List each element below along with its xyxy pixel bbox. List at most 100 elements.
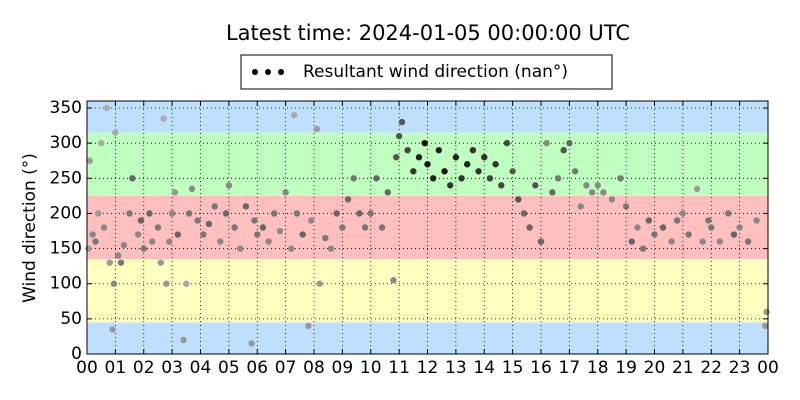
data-point: [705, 217, 712, 224]
data-point: [129, 175, 136, 182]
data-point: [299, 231, 306, 238]
data-point: [180, 336, 187, 344]
data-point: [276, 227, 284, 235]
y-tick-label: 50: [60, 309, 82, 329]
data-point: [475, 168, 482, 175]
data-point: [120, 241, 128, 249]
data-point: [92, 238, 99, 245]
data-point: [231, 224, 238, 231]
x-tick-label: 14: [473, 358, 495, 378]
data-point: [685, 231, 692, 238]
data-point: [608, 196, 616, 203]
data-point: [763, 308, 770, 316]
data-point: [398, 118, 406, 126]
data-point: [134, 231, 142, 238]
data-point: [95, 210, 102, 217]
x-tick-label: 09: [332, 358, 354, 378]
data-point: [532, 182, 539, 189]
x-tick-label: 22: [700, 358, 722, 378]
data-point: [441, 168, 448, 175]
data-point: [498, 182, 505, 189]
data-point: [526, 224, 533, 231]
y-tick-label: 150: [50, 239, 82, 259]
data-point: [367, 210, 374, 217]
x-tick-label: 01: [105, 358, 127, 378]
data-point: [350, 175, 357, 182]
legend-marker: [252, 69, 284, 75]
data-point: [327, 245, 335, 252]
data-point: [390, 277, 397, 284]
data-point: [725, 210, 732, 217]
legend-label: Resultant wind direction (nan°): [303, 62, 568, 82]
x-tick-label: 23: [729, 358, 751, 378]
data-point: [716, 238, 723, 245]
data-point: [378, 224, 386, 231]
data-point: [537, 238, 545, 245]
data-point: [458, 175, 465, 182]
data-point: [577, 203, 584, 210]
data-point: [515, 196, 522, 203]
data-point: [290, 111, 298, 119]
data-point: [97, 139, 105, 147]
data-point: [645, 217, 653, 224]
data-point: [639, 245, 647, 252]
y-tick-label: 300: [50, 133, 82, 153]
x-tick-label: 05: [218, 358, 240, 378]
data-point: [429, 175, 437, 182]
data-point: [708, 224, 715, 231]
data-point: [622, 203, 630, 210]
data-point: [509, 168, 516, 175]
data-point: [424, 161, 431, 168]
data-point: [307, 217, 315, 224]
data-point: [183, 280, 190, 287]
data-point: [393, 154, 400, 161]
data-point: [103, 104, 111, 112]
x-tick-label: 10: [360, 358, 382, 378]
data-point: [117, 259, 125, 266]
data-point: [137, 217, 145, 224]
data-point: [200, 231, 207, 238]
data-point: [543, 139, 550, 147]
x-tick-label: 00: [757, 358, 779, 378]
legend-box: [240, 54, 613, 90]
data-point: [168, 210, 176, 217]
x-tick-label: 11: [388, 358, 410, 378]
x-tick-label: 13: [445, 358, 467, 378]
y-tick-label: 250: [50, 168, 82, 188]
data-point: [109, 326, 116, 333]
data-point: [452, 154, 460, 161]
y-tick-label: 350: [50, 98, 82, 118]
data-point: [520, 210, 528, 217]
data-point: [194, 217, 201, 224]
data-point: [265, 238, 272, 245]
data-point: [464, 161, 471, 168]
data-point: [753, 217, 760, 224]
x-tick-label: 15: [502, 358, 524, 378]
data-point: [86, 157, 94, 164]
data-point: [115, 252, 122, 259]
data-point: [110, 280, 118, 287]
data-point: [415, 154, 423, 161]
data-point: [384, 189, 391, 196]
data-point: [89, 231, 96, 238]
direction-band: [87, 259, 768, 323]
data-point: [588, 189, 596, 196]
y-axis-label: Wind direction (°): [20, 153, 40, 303]
data-point: [554, 175, 562, 182]
data-point: [112, 129, 119, 136]
data-point: [503, 139, 511, 147]
x-tick-label: 18: [587, 358, 609, 378]
data-point: [217, 238, 224, 245]
data-point: [410, 168, 417, 175]
data-point: [248, 340, 255, 347]
data-point: [699, 238, 706, 245]
x-tick-label: 16: [530, 358, 552, 378]
data-point: [85, 245, 92, 252]
data-point: [404, 146, 411, 154]
x-tick-label: 07: [275, 358, 297, 378]
x-tick-label: 19: [615, 358, 637, 378]
data-point: [188, 185, 196, 193]
x-tick-label: 17: [559, 358, 581, 378]
data-point: [659, 224, 667, 231]
data-point: [149, 238, 156, 245]
